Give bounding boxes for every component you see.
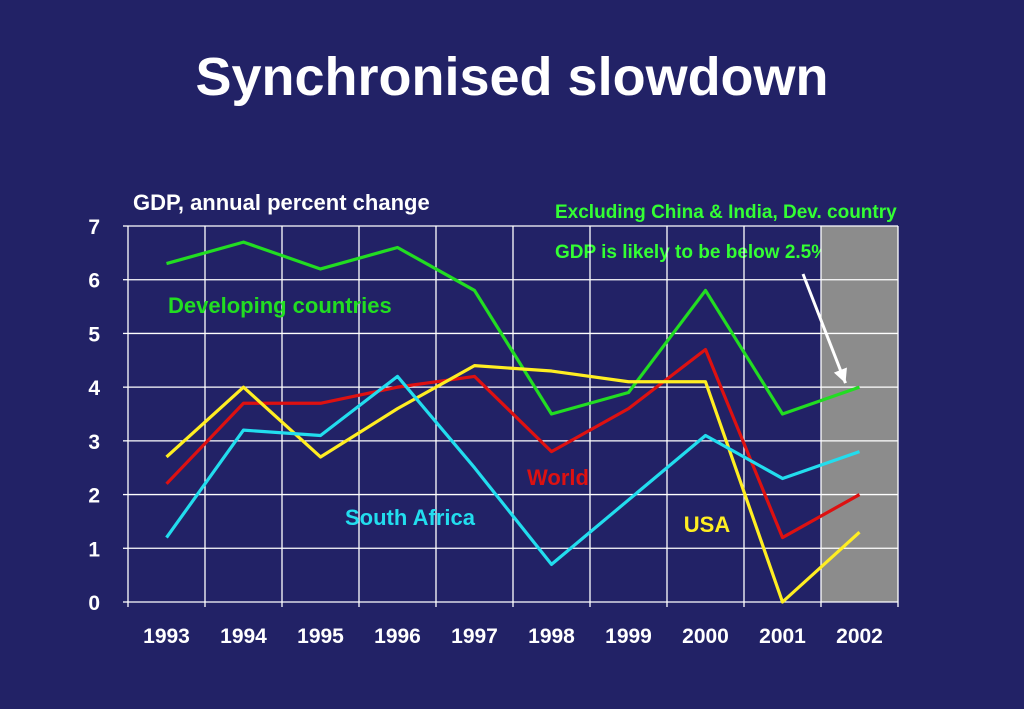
annotation-line-2: GDP is likely to be below 2.5% in 2002 (555, 242, 898, 263)
x-tick-label: 1999 (605, 625, 652, 648)
y-tick-label: 5 (88, 323, 100, 346)
forecast-shade (821, 226, 898, 602)
series-line-usa (165, 364, 861, 604)
x-tick-label: 1998 (528, 625, 575, 648)
y-tick-label: 2 (88, 485, 100, 508)
x-tick-label: 1993 (143, 625, 190, 648)
series-line-south_africa (165, 374, 861, 567)
y-tick-label: 6 (88, 270, 100, 293)
y-tick-label: 7 (88, 216, 100, 239)
x-tick-label: 1994 (220, 625, 267, 648)
y-tick-label: 1 (88, 538, 100, 561)
y-tick-label: 4 (88, 377, 100, 400)
series-label-world: World (527, 465, 589, 490)
series-line-world (165, 347, 861, 540)
x-tick-label: 2001 (759, 625, 806, 648)
x-tick-label: 1997 (451, 625, 498, 648)
series-line-developing (166, 240, 861, 416)
series-label-developing: Developing countries (168, 293, 392, 318)
x-tick-label: 2002 (836, 625, 883, 648)
series-label-south_africa: South Africa (345, 505, 476, 530)
y-tick-label: 0 (88, 592, 100, 615)
page-title: Synchronised slowdown (195, 47, 829, 107)
y-tick-label: 3 (88, 431, 100, 454)
series-label-usa: USA (684, 512, 731, 537)
y-axis-label: GDP, annual percent change (133, 190, 430, 215)
annotation-arrowhead (833, 367, 847, 384)
annotation-arrow (801, 273, 847, 384)
annotation-line-1: Excluding China & India, Dev. country (555, 202, 897, 223)
x-tick-label: 1995 (297, 625, 344, 648)
x-tick-label: 1996 (374, 625, 421, 648)
x-tick-label: 2000 (682, 625, 729, 648)
